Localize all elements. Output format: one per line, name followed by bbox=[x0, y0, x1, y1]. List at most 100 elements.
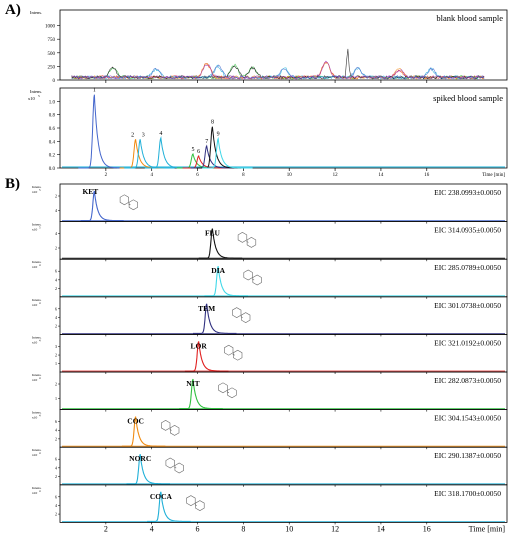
y-exponent: 5 bbox=[39, 226, 41, 230]
structure-icon bbox=[161, 420, 180, 436]
bond bbox=[194, 504, 197, 506]
peak-label-1: 1 bbox=[93, 88, 96, 94]
y-tick-label: 1 bbox=[55, 361, 57, 366]
eic-peak-dia bbox=[204, 266, 248, 297]
x-tick-label: 14 bbox=[378, 173, 384, 178]
eic-label: EIC 290.1387±0.0050 bbox=[434, 451, 501, 460]
y-tick-label: 4 bbox=[55, 503, 57, 508]
eic-label: EIC 285.0789±0.0050 bbox=[434, 263, 501, 272]
bond bbox=[128, 203, 131, 206]
ring bbox=[174, 462, 184, 474]
x-tick-label: 16 bbox=[423, 524, 431, 533]
peak-1 bbox=[78, 94, 129, 169]
y-tick-label: 6 bbox=[55, 494, 57, 499]
compound-name-ket: KET bbox=[82, 187, 98, 196]
peak-label-6: 6 bbox=[197, 149, 200, 155]
eic-peak-lor bbox=[184, 341, 229, 372]
ring bbox=[119, 194, 129, 206]
bond bbox=[174, 466, 177, 469]
panel-b-label: B) bbox=[5, 176, 20, 192]
peak-label-9: 9 bbox=[217, 132, 220, 138]
y-exponent: 4 bbox=[39, 414, 41, 418]
peak-label-8: 8 bbox=[211, 120, 214, 126]
noise-trace bbox=[71, 60, 485, 80]
bond bbox=[240, 316, 243, 318]
y-multiplier: x10 bbox=[32, 416, 38, 420]
ring bbox=[246, 237, 257, 248]
compound-name-norc: NORC bbox=[129, 454, 151, 463]
y-exponent: 4 bbox=[39, 338, 41, 342]
y-exponent: 4 bbox=[39, 451, 41, 455]
eic-peak-flu bbox=[198, 228, 243, 259]
y-tick-label: 1.0 bbox=[49, 100, 56, 105]
y-axis-label: Intens. bbox=[30, 10, 42, 15]
bond bbox=[246, 241, 249, 243]
ring bbox=[252, 274, 262, 286]
y-axis-label: Intens. bbox=[32, 486, 42, 490]
x-tick-label: 2 bbox=[104, 524, 108, 533]
ring bbox=[232, 307, 242, 318]
y-exponent: 4 bbox=[39, 376, 41, 380]
peak-label-4: 4 bbox=[159, 131, 162, 137]
compound-name-flu: FLU bbox=[205, 229, 221, 238]
eic-peak-nit bbox=[179, 378, 223, 410]
y-tick-label: 2 bbox=[55, 353, 57, 358]
ring bbox=[227, 387, 237, 399]
structure-icon bbox=[186, 495, 205, 511]
ring bbox=[186, 495, 196, 506]
y-multiplier: x10 bbox=[32, 491, 38, 495]
eic-peak-coc bbox=[121, 416, 166, 447]
y-multiplier: x10 bbox=[32, 378, 38, 382]
ring bbox=[243, 269, 253, 281]
ring bbox=[237, 232, 248, 243]
y-axis-label: Intens. bbox=[32, 185, 42, 189]
eic-peak-norc bbox=[126, 454, 170, 485]
peak-label-5: 5 bbox=[191, 147, 194, 153]
eic-peak-coca bbox=[147, 491, 191, 522]
eic-label: EIC 318.1700±0.0050 bbox=[434, 489, 501, 498]
y-tick-label: 2 bbox=[55, 246, 57, 251]
structure-icon bbox=[224, 344, 243, 361]
chart-title: blank blood sample bbox=[436, 13, 503, 23]
y-tick-label: 0.2 bbox=[49, 154, 56, 159]
y-tick-label: 4 bbox=[55, 277, 57, 282]
ring bbox=[241, 312, 251, 323]
y-tick-label: 2 bbox=[55, 436, 57, 441]
y-tick-label: 2 bbox=[55, 512, 57, 517]
y-tick-label: 0.4 bbox=[49, 140, 56, 145]
y-tick-label: 1000 bbox=[45, 25, 56, 30]
y-tick-label: 750 bbox=[48, 38, 56, 43]
structure-icon bbox=[243, 269, 262, 286]
eic-label: EIC 314.0935±0.0050 bbox=[434, 226, 501, 235]
y-tick-label: 6 bbox=[55, 419, 57, 424]
x-tick-label: 6 bbox=[196, 173, 199, 178]
y-tick-label: 2 bbox=[55, 324, 57, 329]
peak-5 bbox=[176, 153, 228, 169]
plot-frame bbox=[59, 9, 508, 81]
y-axis-label: Intens. bbox=[32, 448, 42, 452]
structure-icon bbox=[218, 382, 237, 399]
peak-label-3: 3 bbox=[142, 132, 145, 138]
peak-label-2: 2 bbox=[131, 132, 134, 138]
y-tick-label: 2 bbox=[55, 194, 57, 199]
bond bbox=[226, 391, 230, 394]
x-tick-label: 4 bbox=[150, 173, 153, 178]
y-tick-label: 3 bbox=[55, 344, 57, 349]
y-tick-label: 6 bbox=[55, 306, 57, 311]
x-tick-label: 10 bbox=[287, 173, 293, 178]
peak-2 bbox=[119, 139, 170, 169]
ring bbox=[161, 420, 171, 431]
panel-a-label: A) bbox=[5, 2, 21, 18]
y-multiplier: x10 bbox=[32, 453, 38, 457]
eic-peak-ket bbox=[80, 190, 124, 222]
y-exponent: 4 bbox=[39, 263, 41, 267]
y-tick-label: 4 bbox=[55, 465, 57, 470]
peak-9 bbox=[202, 136, 253, 169]
y-exponent: 5 bbox=[39, 188, 41, 192]
y-tick-label: 0.8 bbox=[49, 114, 56, 119]
bond bbox=[232, 353, 235, 356]
y-tick-label: 6 bbox=[55, 269, 57, 274]
y-axis-label: Intens. bbox=[32, 223, 42, 227]
y-tick-label: 6 bbox=[55, 457, 57, 462]
